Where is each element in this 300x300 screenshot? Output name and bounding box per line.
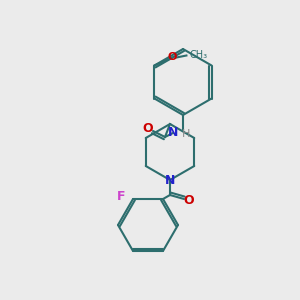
Text: F: F [117,190,125,202]
Text: H: H [182,129,190,139]
Text: N: N [168,127,178,140]
Text: O: O [184,194,194,208]
Text: CH₃: CH₃ [189,50,208,61]
Text: O: O [143,122,153,134]
Text: N: N [165,173,175,187]
Text: O: O [168,52,177,62]
